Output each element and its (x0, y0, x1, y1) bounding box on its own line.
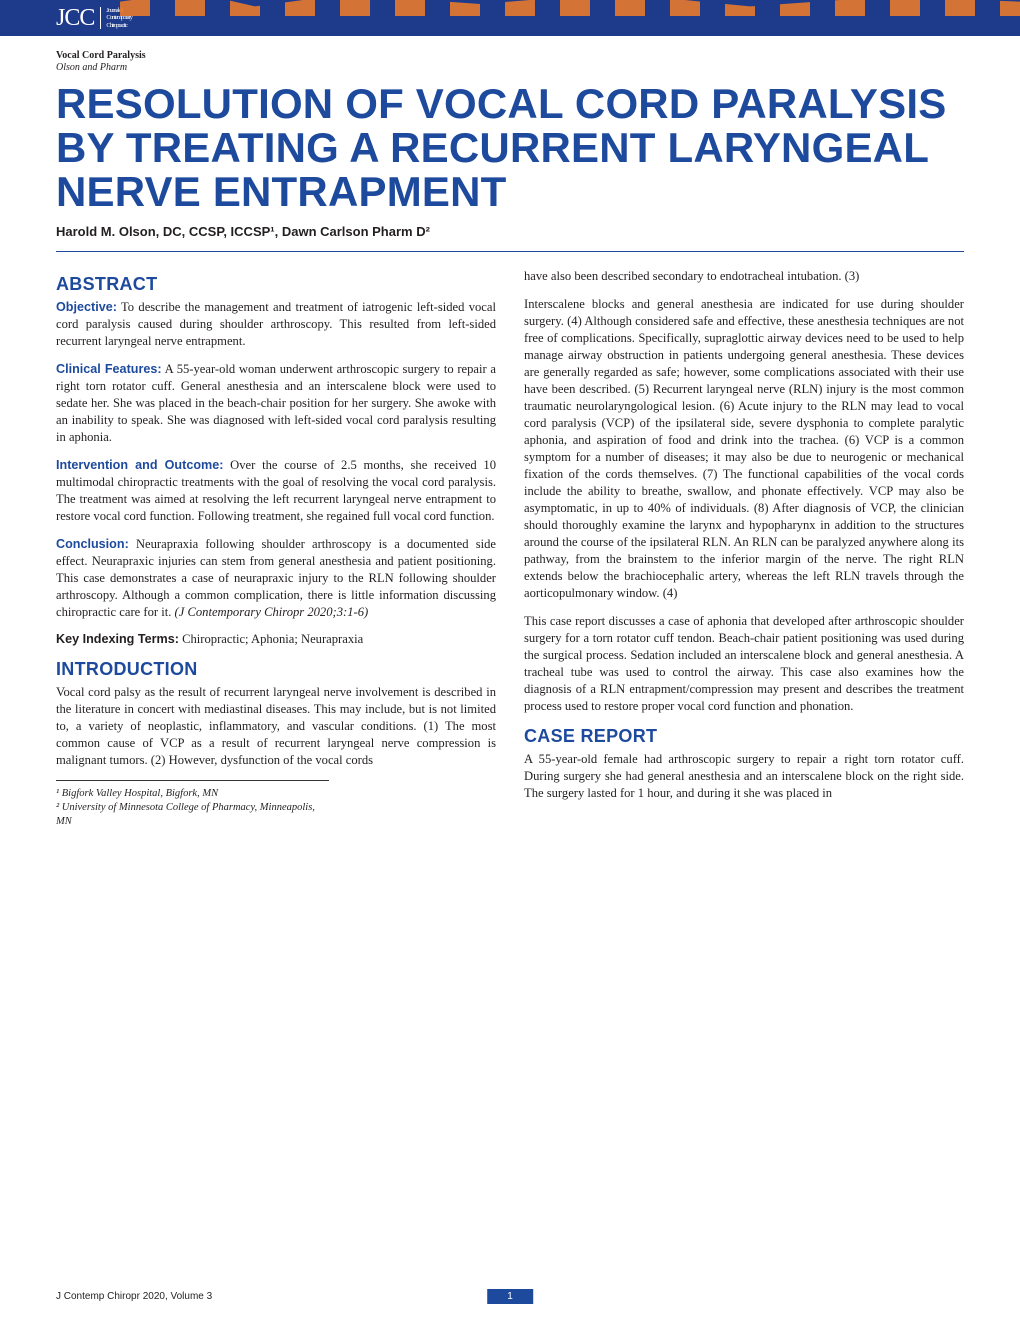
right-para-3: This case report discusses a case of aph… (524, 613, 964, 715)
page-footer: J Contemp Chiropr 2020, Volume 3 1 (56, 1291, 964, 1302)
journal-logo-text: JCC (56, 5, 94, 32)
clinical-label: Clinical Features: (56, 362, 162, 376)
two-column-layout: ABSTRACT Objective: To describe the mana… (56, 268, 964, 828)
case-report-heading: CASE REPORT (524, 726, 964, 747)
abstract-clinical: Clinical Features: A 55-year-old woman u… (56, 361, 496, 446)
introduction-para-1: Vocal cord palsy as the result of recurr… (56, 684, 496, 769)
key-terms-label: Key Indexing Terms: (56, 632, 179, 646)
right-para-1: have also been described secondary to en… (524, 268, 964, 285)
journal-banner: JCC Journal of Contemporary Chiropractic (0, 0, 1020, 36)
title-rule (56, 251, 964, 252)
key-terms-text: Chiropractic; Aphonia; Neurapraxia (179, 632, 363, 646)
introduction-heading: INTRODUCTION (56, 659, 496, 680)
affiliations-block: ¹ Bigfork Valley Hospital, Bigfork, MN ²… (56, 780, 329, 828)
citation: (J Contemporary Chiropr 2020;3:1-6) (175, 605, 369, 619)
abstract-objective: Objective: To describe the management an… (56, 299, 496, 350)
abstract-intervention: Intervention and Outcome: Over the cours… (56, 457, 496, 525)
affiliation-1: ¹ Bigfork Valley Hospital, Bigfork, MN (56, 787, 329, 801)
abstract-heading: ABSTRACT (56, 274, 496, 295)
page-number: 1 (487, 1289, 533, 1304)
running-head-authors: Olson and Pharm (56, 62, 964, 74)
objective-text: To describe the management and treatment… (56, 300, 496, 348)
intervention-label: Intervention and Outcome: (56, 458, 223, 472)
case-report-para: A 55-year-old female had arthroscopic su… (524, 751, 964, 802)
affiliation-2: ² University of Minnesota College of Pha… (56, 801, 329, 828)
key-terms: Key Indexing Terms: Chiropractic; Aphoni… (56, 632, 496, 647)
objective-label: Objective: (56, 300, 117, 314)
conclusion-label: Conclusion: (56, 537, 129, 551)
journal-logo-subtitle: Journal of Contemporary Chiropractic (100, 7, 132, 28)
footer-citation: J Contemp Chiropr 2020, Volume 3 (56, 1291, 212, 1302)
journal-logo: JCC Journal of Contemporary Chiropractic (56, 5, 132, 32)
right-column: have also been described secondary to en… (524, 268, 964, 828)
author-line: Harold M. Olson, DC, CCSP, ICCSP¹, Dawn … (56, 224, 964, 239)
title-block: RESOLUTION OF VOCAL CORD PARALYSIS BY TR… (56, 82, 964, 239)
abstract-conclusion: Conclusion: Neurapraxia following should… (56, 536, 496, 621)
right-para-2: Interscalene blocks and general anesthes… (524, 296, 964, 602)
left-column: ABSTRACT Objective: To describe the mana… (56, 268, 496, 828)
article-title: RESOLUTION OF VOCAL CORD PARALYSIS BY TR… (56, 82, 964, 214)
running-head-title: Vocal Cord Paralysis (56, 50, 964, 62)
running-head: Vocal Cord Paralysis Olson and Pharm (56, 50, 964, 74)
